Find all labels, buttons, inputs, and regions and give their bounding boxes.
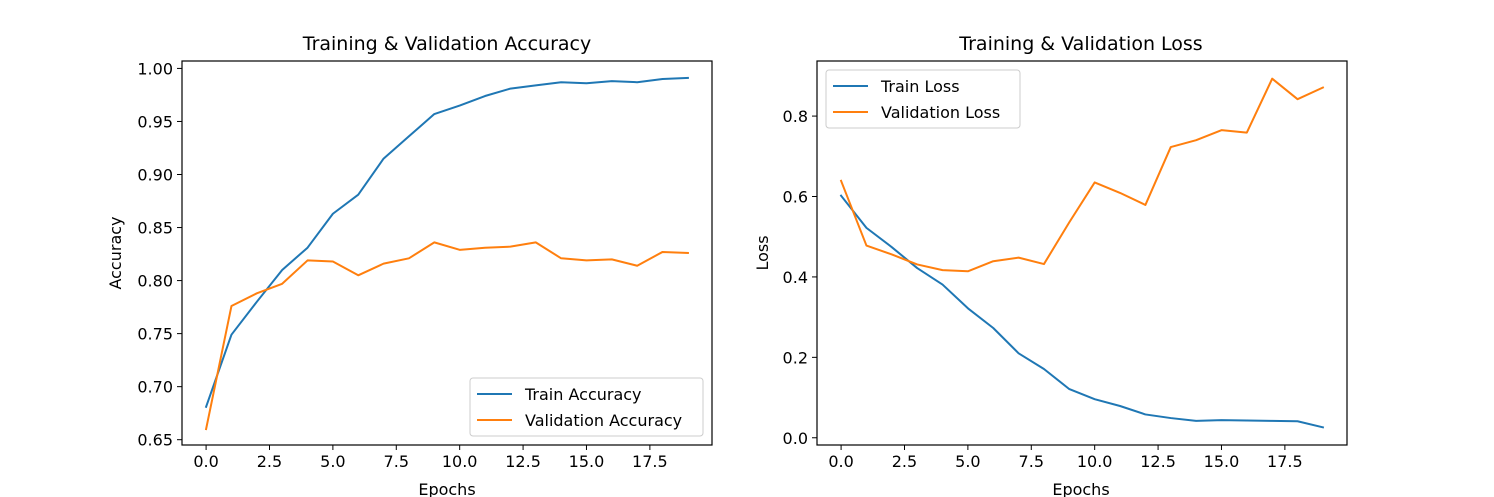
loss-chart-title: Training & Validation Loss: [958, 33, 1202, 55]
accuracy-x-tick-label: 0.0: [193, 452, 218, 471]
loss-x-tick-label: 5.0: [955, 452, 980, 471]
loss-x-tick-label: 0.0: [828, 452, 853, 471]
accuracy-x-axis-label: Epochs: [418, 480, 475, 497]
validation-loss-line: [839, 77, 1325, 273]
loss-x-axis-label: Epochs: [1052, 480, 1109, 497]
train-loss-legend-label: Train Loss: [880, 77, 960, 96]
accuracy-y-tick-label: 0.95: [137, 112, 173, 131]
loss-chart: Training & Validation Loss Epochs Loss 0…: [753, 33, 1348, 497]
validation-accuracy-line: [204, 241, 689, 431]
loss-x-tick-label: 15.0: [1204, 452, 1240, 471]
accuracy-x-tick-label: 12.5: [505, 452, 541, 471]
loss-y-tick-label: 0.6: [783, 188, 808, 207]
train-accuracy-legend-label: Train Accuracy: [524, 385, 642, 404]
loss-x-tick-label: 17.5: [1267, 452, 1303, 471]
accuracy-y-tick-label: 0.65: [137, 431, 173, 450]
accuracy-chart-title: Training & Validation Accuracy: [302, 33, 591, 55]
loss-y-axis-label: Loss: [753, 235, 772, 270]
loss-y-tick-label: 0.4: [783, 268, 808, 287]
loss-lines: [839, 77, 1325, 429]
accuracy-y-tick-label: 0.80: [137, 272, 173, 291]
accuracy-x-tick-label: 5.0: [320, 452, 345, 471]
accuracy-y-tick-label: 0.90: [137, 166, 173, 185]
loss-x-tick-label: 2.5: [892, 452, 917, 471]
accuracy-y-tick-label: 0.75: [137, 325, 173, 344]
accuracy-y-tick-label: 0.85: [137, 219, 173, 238]
accuracy-x-tick-label: 2.5: [257, 452, 282, 471]
loss-plot-frame: [816, 60, 1348, 446]
accuracy-x-tick-label: 10.0: [442, 452, 478, 471]
accuracy-ticks: 0.0 2.5 5.0 7.5 10.0 12.5 15.0 17.5 0.65 0.70 0.75…: [137, 59, 667, 471]
loss-x-tick-label: 12.5: [1140, 452, 1176, 471]
train-loss-line: [839, 194, 1325, 429]
accuracy-legend: Train Accuracy Validation Accuracy: [469, 377, 704, 437]
train-accuracy-line: [204, 76, 689, 409]
accuracy-x-tick-label: 17.5: [632, 452, 668, 471]
loss-y-tick-label: 0.2: [783, 348, 808, 367]
loss-x-tick-label: 7.5: [1019, 452, 1044, 471]
accuracy-chart: Training & Validation Accuracy Epochs Ac…: [106, 33, 713, 497]
loss-y-tick-label: 0.0: [783, 429, 808, 448]
accuracy-lines: [204, 76, 689, 431]
loss-legend: Train Loss Validation Loss: [825, 69, 1021, 129]
accuracy-legend-box: [469, 377, 704, 437]
accuracy-y-tick-label: 0.70: [137, 378, 173, 397]
loss-legend-box: [825, 69, 1021, 129]
accuracy-y-axis-label: Accuracy: [106, 216, 125, 289]
accuracy-x-tick-label: 15.0: [569, 452, 605, 471]
validation-accuracy-legend-label: Validation Accuracy: [525, 411, 682, 430]
accuracy-y-tick-label: 1.00: [137, 59, 173, 78]
validation-loss-legend-label: Validation Loss: [881, 103, 1000, 122]
loss-x-tick-label: 10.0: [1077, 452, 1113, 471]
loss-ticks: 0.0 2.5 5.0 7.5 10.0 12.5 15.0 17.5 0.0 0.2 0.4 0.6…: [783, 107, 1303, 471]
accuracy-x-tick-label: 7.5: [384, 452, 409, 471]
loss-y-tick-label: 0.8: [783, 107, 808, 126]
accuracy-plot-frame: [181, 60, 713, 446]
